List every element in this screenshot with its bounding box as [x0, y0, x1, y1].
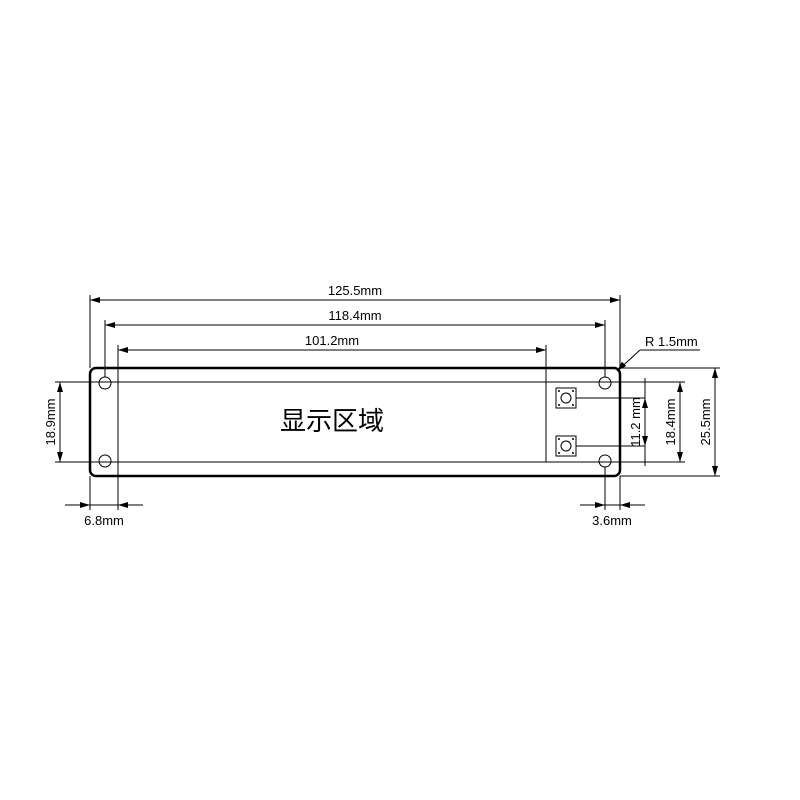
dim-label: 3.6mm	[592, 513, 632, 528]
dimension-overall-height: 25.5mm	[698, 368, 718, 476]
dimension-hole-span: 118.4mm	[105, 308, 605, 328]
display-area-label: 显示区域	[280, 406, 384, 436]
dimension-right-margin: 3.6mm	[580, 502, 645, 528]
corner-radius-callout: R 1.5mm	[615, 334, 700, 373]
dim-label: 6.8mm	[84, 513, 124, 528]
dim-label: R 1.5mm	[645, 334, 698, 349]
button-icon	[556, 436, 576, 456]
dim-label: 18.9mm	[43, 399, 58, 446]
dim-label: 11.2 mm	[628, 397, 643, 447]
dim-label: 18.4mm	[663, 399, 678, 446]
dimension-overall-width: 125.5mm	[90, 283, 620, 303]
mounting-hole	[599, 455, 611, 467]
dim-label: 101.2mm	[305, 333, 359, 348]
dimension-display-width: 101.2mm	[118, 333, 546, 353]
dimension-left-margin: 6.8mm	[65, 502, 143, 528]
technical-drawing: 125.5mm 118.4mm 101.2mm R 1.5mm 6.8mm 3	[0, 0, 800, 800]
mounting-hole	[99, 377, 111, 389]
dim-label: 25.5mm	[698, 399, 713, 446]
button-icon	[556, 388, 576, 408]
dimension-display-height-left: 18.9mm	[43, 382, 63, 462]
dim-label: 125.5mm	[328, 283, 382, 298]
mounting-hole	[599, 377, 611, 389]
mounting-hole	[99, 455, 111, 467]
dim-label: 118.4mm	[328, 308, 381, 323]
dimension-display-height: 18.4mm	[663, 382, 683, 462]
dimension-button-span: 11.2 mm	[628, 378, 648, 466]
